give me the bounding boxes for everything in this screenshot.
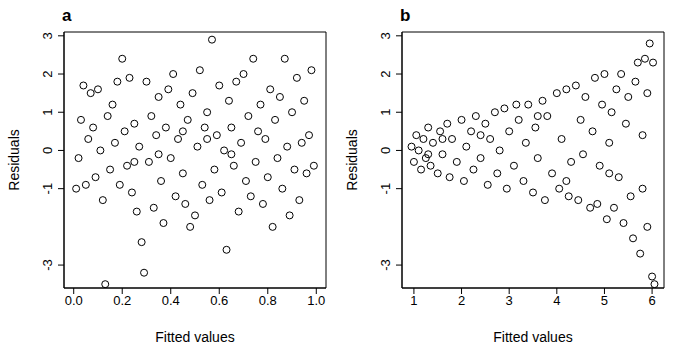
svg-text:Fitted values: Fitted values — [493, 329, 572, 345]
svg-text:3: 3 — [40, 32, 55, 39]
svg-text:-3: -3 — [40, 259, 55, 271]
svg-text:2: 2 — [40, 70, 55, 77]
svg-text:1: 1 — [40, 109, 55, 116]
svg-text:1: 1 — [410, 293, 417, 308]
svg-text:-1: -1 — [40, 183, 55, 195]
svg-text:Residuals: Residuals — [344, 129, 360, 190]
svg-text:1: 1 — [378, 109, 393, 116]
svg-text:6: 6 — [648, 293, 655, 308]
svg-text:1.0: 1.0 — [307, 293, 325, 308]
svg-text:0.6: 0.6 — [210, 293, 228, 308]
svg-text:-3: -3 — [378, 259, 393, 271]
svg-text:2: 2 — [378, 70, 393, 77]
svg-text:0.4: 0.4 — [162, 293, 180, 308]
svg-text:0.8: 0.8 — [259, 293, 277, 308]
svg-text:Residuals: Residuals — [8, 129, 22, 190]
svg-text:5: 5 — [601, 293, 608, 308]
svg-text:0.0: 0.0 — [65, 293, 83, 308]
svg-text:2: 2 — [458, 293, 465, 308]
svg-text:3: 3 — [378, 32, 393, 39]
svg-text:Fitted values: Fitted values — [155, 329, 234, 345]
svg-text:4: 4 — [553, 293, 560, 308]
svg-text:0: 0 — [40, 147, 55, 154]
html-text:b: b — [400, 6, 411, 25]
svg-text:0: 0 — [378, 147, 393, 154]
svg-text:0.2: 0.2 — [113, 293, 131, 308]
svg-text:-1: -1 — [378, 183, 393, 195]
html-text:a: a — [62, 6, 72, 25]
svg-text:3: 3 — [506, 293, 513, 308]
